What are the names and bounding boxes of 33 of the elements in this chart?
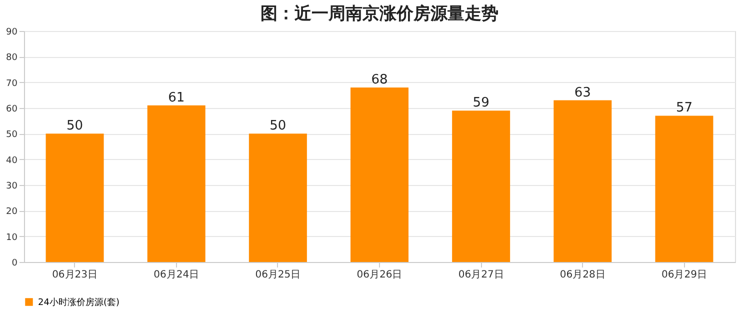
bar xyxy=(147,105,206,262)
bar xyxy=(655,116,714,262)
y-tick-label: 90 xyxy=(6,28,18,38)
x-tick-label: 06月25日 xyxy=(255,270,301,280)
y-tick-label: 60 xyxy=(6,104,18,114)
data-label: 57 xyxy=(676,100,692,116)
x-tick-label: 06月26日 xyxy=(356,270,402,280)
x-tick-label: 06月28日 xyxy=(560,270,606,280)
chart-title: 图：近一周南京涨价房源量走势 xyxy=(260,4,498,24)
data-label: 61 xyxy=(168,90,185,106)
data-label: 59 xyxy=(472,96,490,111)
legend-label: 24小时涨价房源(套) xyxy=(38,297,120,308)
data-label: 50 xyxy=(270,118,286,134)
y-tick-label: 10 xyxy=(6,232,18,243)
data-label: 63 xyxy=(574,85,591,100)
y-tick-label: 20 xyxy=(6,207,18,218)
x-tick-label: 06月24日 xyxy=(154,270,200,280)
bar xyxy=(248,134,307,262)
data-label: 50 xyxy=(66,118,84,134)
data-label: 68 xyxy=(371,72,388,88)
y-tick-label: 50 xyxy=(6,130,18,140)
y-tick-label: 30 xyxy=(6,182,18,192)
bar xyxy=(46,134,104,262)
bar xyxy=(554,100,612,262)
y-tick-label: 0 xyxy=(12,258,18,268)
bar xyxy=(452,110,510,262)
y-tick-label: 40 xyxy=(6,156,18,166)
x-tick-label: 06月27日 xyxy=(458,270,504,280)
x-tick-label: 06月29日 xyxy=(661,270,707,280)
x-tick-label: 06月23日 xyxy=(52,270,98,280)
y-tick-label: 80 xyxy=(6,53,18,64)
bar xyxy=(350,87,408,262)
y-tick-label: 70 xyxy=(6,78,18,89)
